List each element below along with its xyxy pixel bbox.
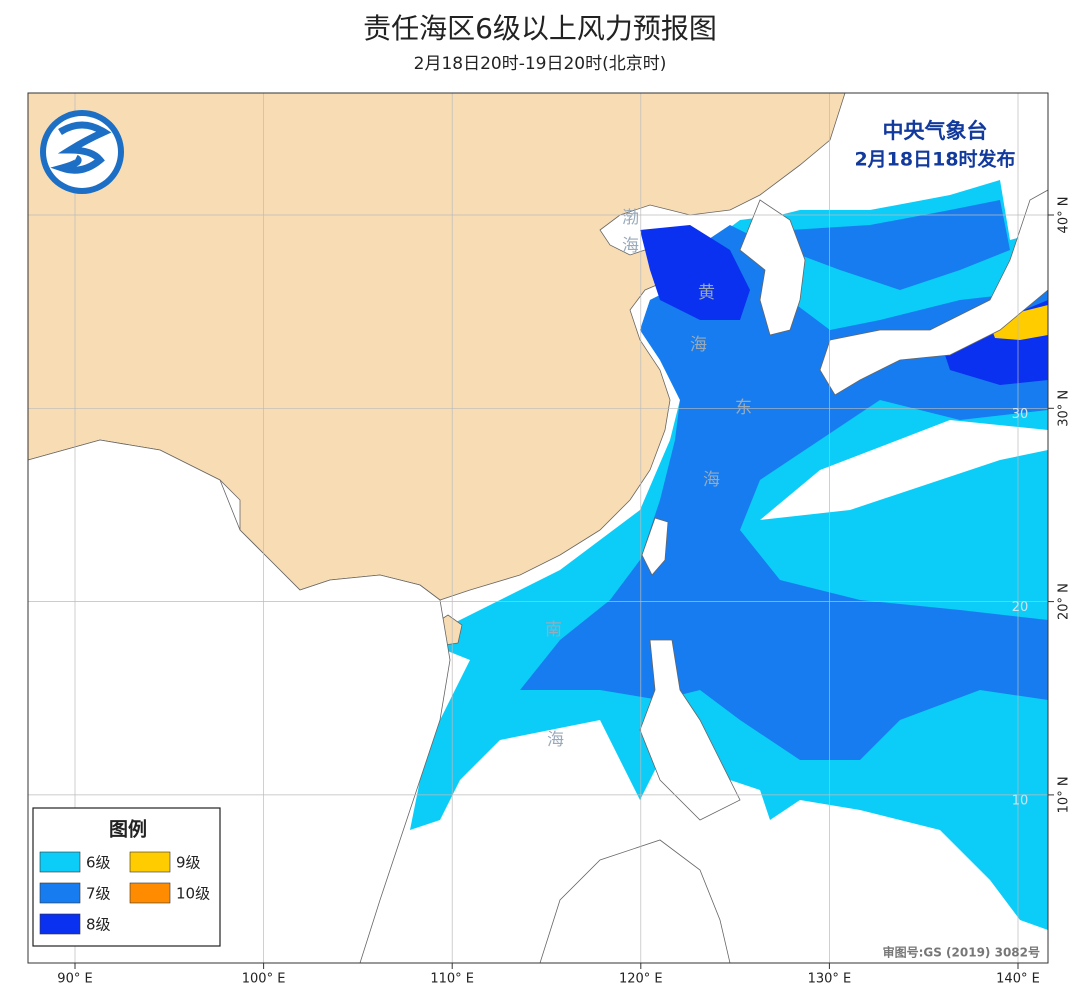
taiwan: [641, 517, 669, 576]
sea-label: 海: [547, 730, 564, 750]
longitude-label: 110° E: [430, 972, 474, 987]
longitude-label: 130° E: [808, 972, 852, 987]
legend-label: 8级: [86, 916, 111, 934]
map-frame: [27, 92, 1049, 964]
sea-label: 南: [545, 620, 562, 640]
legend-swatch: [129, 882, 171, 904]
graticule: 30 20 10: [28, 93, 1048, 963]
legend-swatch: [39, 851, 81, 873]
sea-label: 海: [703, 470, 720, 490]
issuer-name: 中央气象台: [883, 119, 988, 143]
latitude-label: 10° N: [1057, 776, 1072, 813]
sea-label: 渤: [622, 208, 639, 228]
legend-label: 9级: [176, 854, 201, 872]
legend-label: 10级: [176, 885, 210, 903]
korea: [739, 199, 806, 336]
subtitle: 2月18日20时-19日20时(北京时): [414, 54, 667, 74]
legend-title: 图例: [109, 818, 147, 841]
inner-latitude-label: 30: [1012, 407, 1029, 422]
legend-swatch: [129, 851, 171, 873]
longitude-label: 120° E: [619, 972, 663, 987]
legend-swatch: [39, 882, 81, 904]
legend: 图例 6级 7级 8级 9级 10级: [32, 807, 221, 947]
longitude-label: 90° E: [57, 972, 92, 987]
legend-swatch: [39, 913, 81, 935]
sea-label: 海: [622, 236, 639, 256]
title: 责任海区6级以上风力预报图: [363, 12, 717, 45]
borneo: [539, 839, 731, 963]
inner-latitude-label: 10: [1012, 793, 1029, 808]
logo-mark: [50, 121, 112, 174]
sea-label: 东: [735, 398, 752, 418]
philippines: [639, 639, 741, 821]
wind-level-9: [990, 305, 1048, 340]
sea-label: 海: [690, 335, 707, 355]
wind-level-8: [640, 225, 750, 320]
japan: [819, 189, 1048, 396]
longitude-label: 100° E: [242, 972, 286, 987]
legend-label: 7级: [86, 885, 111, 903]
wind-level-7: [790, 200, 1010, 290]
logo: [40, 110, 124, 194]
approval-number: 审图号:GS (2019) 3082号: [883, 945, 1040, 960]
legend-label: 6级: [86, 854, 111, 872]
latitude-label: 30° N: [1057, 390, 1072, 427]
legend-items: 6级 7级 8级 9级 10级: [39, 851, 210, 935]
latitude-label: 20° N: [1057, 583, 1072, 620]
longitude-label: 140° E: [996, 972, 1040, 987]
inner-latitude-label: 20: [1012, 600, 1029, 615]
latitude-label: 40° N: [1057, 197, 1072, 234]
sea-label: 黄: [698, 283, 715, 303]
issue-time: 2月18日18时发布: [854, 148, 1015, 171]
